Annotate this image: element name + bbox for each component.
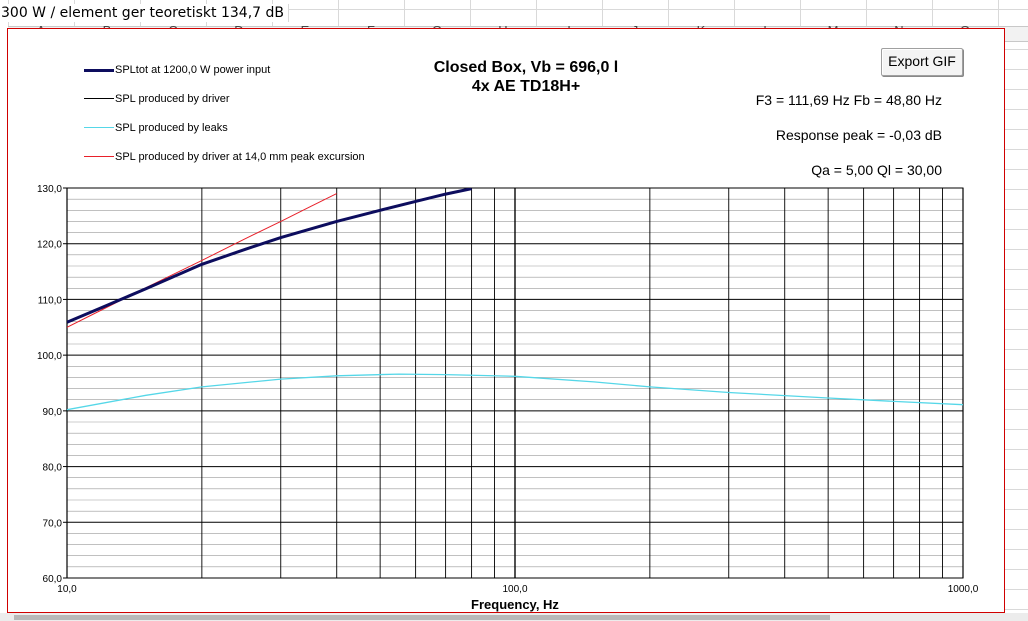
y-tick-label: 70,0	[43, 518, 63, 529]
y-tick-label: 120,0	[37, 240, 62, 251]
series-excursion-line	[67, 193, 337, 328]
series-leaks-line	[67, 373, 963, 411]
legend-swatch	[84, 127, 114, 128]
f3-fb-text: F3 = 111,69 Hz Fb = 48,80 Hz	[755, 92, 942, 108]
row-header-strip	[0, 28, 7, 613]
legend-label: SPL produced by leaks	[115, 122, 228, 134]
x-tick-label: 10,0	[57, 584, 77, 595]
legend-label: SPLtot at 1200,0 W power input	[115, 64, 271, 76]
legend-swatch	[84, 156, 114, 157]
legend-label: SPL produced by driver at 14,0 mm peak e…	[115, 151, 365, 163]
y-tick-label: 110,0	[38, 295, 63, 306]
y-tick-label: 80,0	[43, 463, 63, 474]
chart-object[interactable]: 60,0 70,0 80,0 90,0 100,0 110,0 120,0 130,0 10,0…	[7, 28, 1005, 613]
x-tick-label: 1000,0	[948, 584, 979, 595]
legend-label: SPL produced by driver	[115, 93, 230, 105]
scrollbar-thumb[interactable]	[14, 615, 830, 620]
legend-swatch	[84, 98, 114, 99]
y-tick-label: 60,0	[43, 574, 63, 585]
chart-subtitle: 4x AE TD18H+	[471, 78, 581, 95]
q-values-text: Qa = 5,00 Ql = 30,00	[811, 162, 942, 178]
y-tick-label: 90,0	[43, 407, 63, 418]
y-tick-label: 100,0	[37, 351, 62, 362]
series-spltot-line	[67, 188, 472, 324]
chart-plot: 60,0 70,0 80,0 90,0 100,0 110,0 120,0 130,0 10,0…	[37, 184, 979, 612]
plot-area-border	[66, 187, 964, 579]
x-tick-label: 100,0	[502, 584, 527, 595]
cell-note[interactable]: 300 W / element ger teoretiskt 134,7 dB	[0, 4, 289, 22]
chart-title: Closed Box, Vb = 696,0 l	[433, 59, 619, 76]
legend-swatch	[84, 69, 114, 72]
series-driver-line	[67, 188, 472, 324]
export-gif-button[interactable]: Export GIF	[881, 48, 963, 76]
y-tick-label: 130,0	[37, 184, 62, 195]
response-peak-text: Response peak = -0,03 dB	[775, 127, 942, 143]
x-axis-label: Frequency, Hz	[471, 597, 559, 612]
